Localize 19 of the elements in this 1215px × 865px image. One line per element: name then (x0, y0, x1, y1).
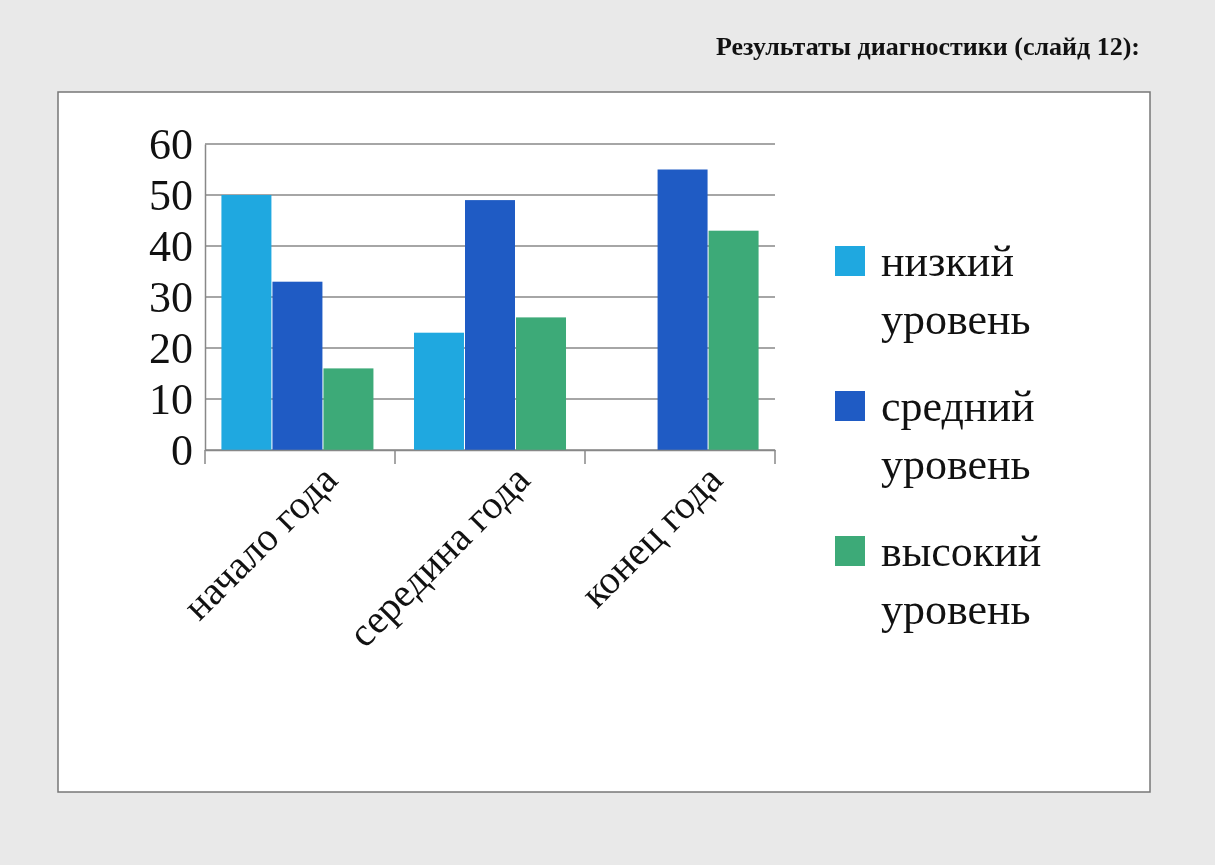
y-tick-label: 0 (171, 425, 193, 475)
bar (323, 368, 374, 450)
bar (272, 281, 323, 450)
bar (516, 317, 567, 450)
y-tick-label: 40 (149, 221, 193, 271)
y-tick-label: 30 (149, 272, 193, 322)
legend-label: средний уровень (881, 382, 1035, 489)
y-tick-label: 50 (149, 170, 193, 220)
legend-label: высокий уровень (881, 527, 1042, 634)
bar (465, 200, 515, 450)
bar (413, 332, 464, 450)
y-tick-label: 60 (149, 119, 193, 169)
y-tick-label: 10 (149, 374, 193, 424)
y-tick-label: 20 (149, 323, 193, 373)
bar (708, 230, 759, 450)
legend-label: низкий уровень (881, 237, 1031, 344)
bar (657, 169, 708, 450)
bar (221, 195, 272, 450)
text: Результаты диагностики (слайд 12): (715, 32, 1140, 61)
